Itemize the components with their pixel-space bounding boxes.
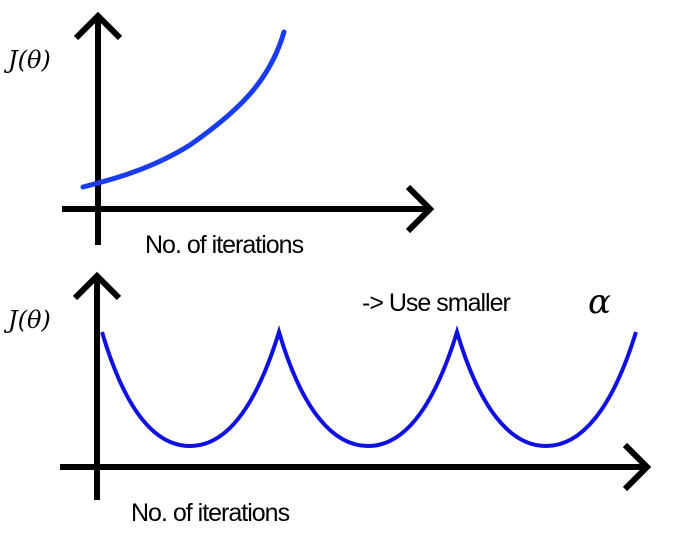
bottom-y-axis [72,271,122,500]
annotation-text: -> Use smaller [362,289,511,317]
top-y-label: J(θ) [3,46,51,74]
top-curve-diverging [80,29,287,190]
bottom-x-axis [60,442,652,492]
bottom-curve-oscillating [100,325,638,449]
bottom-x-label: No. of iterations [131,499,290,527]
alpha-symbol: α [588,282,611,322]
top-x-label: No. of iterations [145,231,304,259]
top-panel: J(θ) No. of iterations [3,11,435,259]
bottom-panel: J(θ) No. of iterations -> Use smaller α [3,271,652,527]
bottom-y-label: J(θ) [3,306,51,334]
top-x-axis [62,184,435,234]
